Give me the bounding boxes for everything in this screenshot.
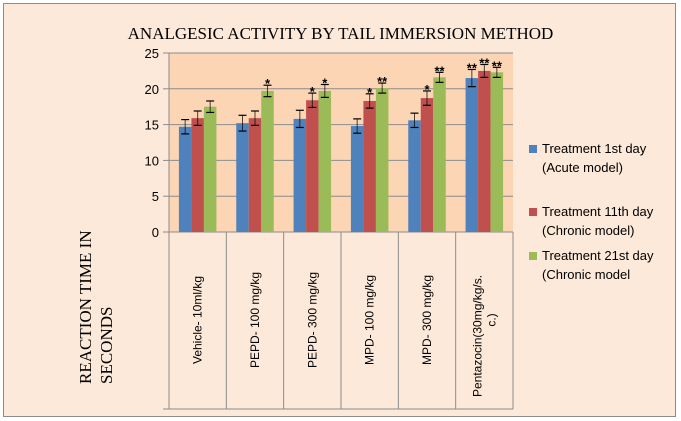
category-label: PEPD- 100 mg/kg <box>248 272 262 368</box>
bar <box>306 100 319 232</box>
significance-marker: ** <box>492 58 503 73</box>
bar <box>261 90 274 232</box>
y-tick-label: 25 <box>145 46 159 61</box>
bar <box>248 118 262 232</box>
significance-marker: * <box>310 84 316 99</box>
y-tick-label: 0 <box>152 225 159 240</box>
bar <box>318 90 332 232</box>
y-tick-label: 5 <box>152 189 159 204</box>
legend: Treatment 1st day (Acute model) Treatmen… <box>529 139 679 290</box>
plot-area <box>169 53 513 232</box>
legend-item-11th-day: Treatment 11th day (Chronic model) <box>529 202 679 240</box>
bar <box>363 100 376 232</box>
legend-swatch <box>529 252 537 260</box>
category-label: PEPD- 300 mg/kg <box>305 272 319 368</box>
significance-marker: ** <box>377 74 388 89</box>
bar <box>375 88 389 232</box>
bar <box>236 123 249 232</box>
bar <box>350 126 364 232</box>
bar <box>420 98 434 232</box>
category-label: MPD- 300 mg/kg <box>420 275 434 365</box>
legend-swatch <box>529 145 537 153</box>
bar <box>478 70 491 233</box>
significance-marker: * <box>265 76 271 91</box>
bar <box>178 126 192 232</box>
bar <box>490 72 504 232</box>
bar <box>293 118 307 232</box>
category-label: Vehicle- 10ml/kg <box>191 276 205 364</box>
y-tick-label: 15 <box>145 118 159 133</box>
significance-marker: ** <box>434 63 445 78</box>
bar <box>408 120 421 232</box>
legend-label: Treatment 11th day (Chronic model) <box>542 204 654 238</box>
significance-marker: * <box>322 76 328 91</box>
legend-item-21st-day: Treatment 21st day (Chronic model <box>529 246 679 284</box>
significance-marker: ** <box>479 55 490 70</box>
bar <box>433 77 446 233</box>
legend-item-1st-day: Treatment 1st day (Acute model) <box>529 139 679 177</box>
bar <box>191 118 204 232</box>
significance-marker: ** <box>467 60 478 75</box>
significance-marker: * <box>424 82 430 97</box>
legend-label: Treatment 1st day (Acute model) <box>542 141 647 175</box>
legend-label: Treatment 21st day (Chronic model <box>542 248 654 282</box>
chart-title: ANALGESIC ACTIVITY BY TAIL IMMERSION MET… <box>127 24 554 43</box>
y-tick-label: 20 <box>145 82 159 97</box>
legend-swatch <box>529 208 537 216</box>
category-label: c.) <box>484 313 498 326</box>
category-label: MPD- 100 mg/kg <box>363 275 377 365</box>
significance-marker: * <box>367 85 373 100</box>
bar <box>203 106 217 232</box>
y-tick-label: 10 <box>145 153 159 168</box>
bar <box>465 78 479 232</box>
category-label: Pentazocin(30mg/kg/s. <box>470 275 484 397</box>
